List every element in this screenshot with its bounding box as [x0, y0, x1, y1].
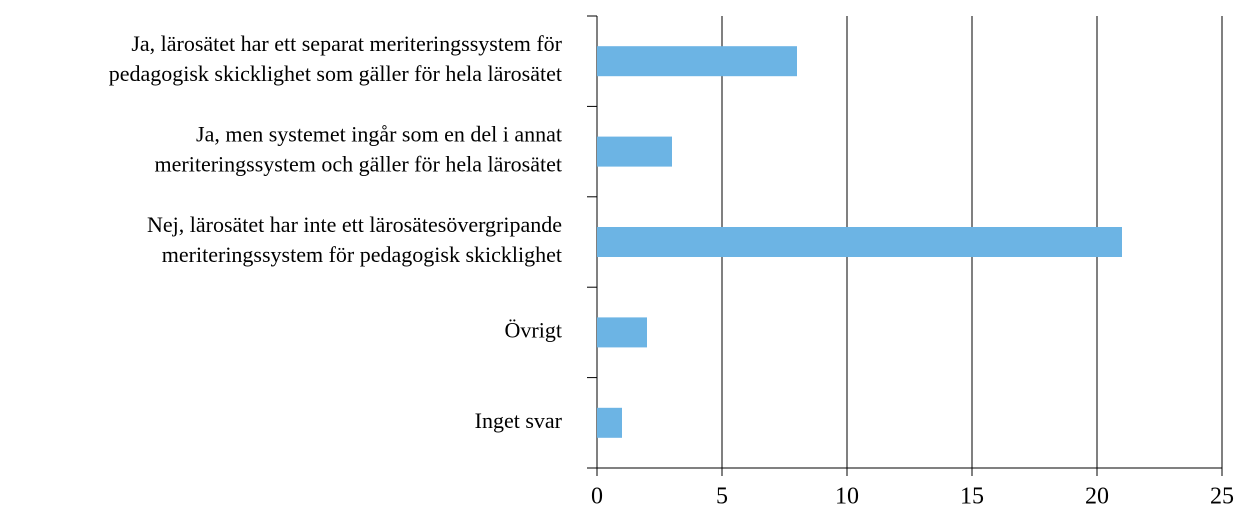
bar — [597, 227, 1122, 257]
x-tick-label: 5 — [716, 484, 728, 510]
x-tick-label: 20 — [1085, 484, 1109, 510]
y-tick-label: Ja, men systemet ingår som en del i anna… — [196, 122, 562, 147]
y-tick-label: Ja, lärosätet har ett separat meritering… — [131, 31, 562, 56]
x-tick-label: 0 — [591, 484, 603, 510]
y-tick-label: Övrigt — [505, 317, 562, 342]
bar — [597, 407, 622, 438]
bar — [597, 46, 797, 77]
y-tick-label: meriteringssystem för pedagogisk skickli… — [162, 242, 562, 267]
y-tick-label: pedagogisk skicklighet som gäller för he… — [109, 61, 562, 86]
y-tick-label: meriteringssystem och gäller för hela lä… — [155, 152, 562, 177]
bar — [597, 317, 647, 348]
y-tick-label: Nej, lärosätet har inte ett lärosätesöve… — [147, 212, 562, 237]
x-tick-label: 25 — [1210, 484, 1234, 510]
bar — [597, 136, 672, 167]
x-tick-label: 10 — [835, 484, 859, 510]
x-tick-label: 15 — [960, 484, 984, 510]
y-tick-label: Inget svar — [475, 408, 563, 433]
